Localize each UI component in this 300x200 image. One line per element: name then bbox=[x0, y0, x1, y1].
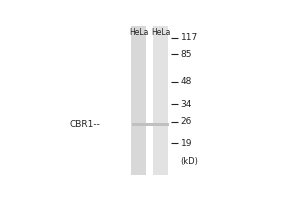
Bar bbox=[132, 123, 169, 126]
Bar bbox=[153, 26, 168, 175]
Bar bbox=[131, 26, 146, 175]
Text: CBR1--: CBR1-- bbox=[69, 120, 100, 129]
Text: 34: 34 bbox=[181, 100, 192, 109]
Text: HeLa: HeLa bbox=[129, 28, 148, 37]
Text: 117: 117 bbox=[181, 33, 198, 42]
Text: HeLa: HeLa bbox=[151, 28, 170, 37]
Text: 19: 19 bbox=[181, 139, 192, 148]
Text: (kD): (kD) bbox=[180, 157, 198, 166]
Text: 48: 48 bbox=[181, 77, 192, 86]
Text: 85: 85 bbox=[181, 50, 192, 59]
Text: 26: 26 bbox=[181, 117, 192, 126]
